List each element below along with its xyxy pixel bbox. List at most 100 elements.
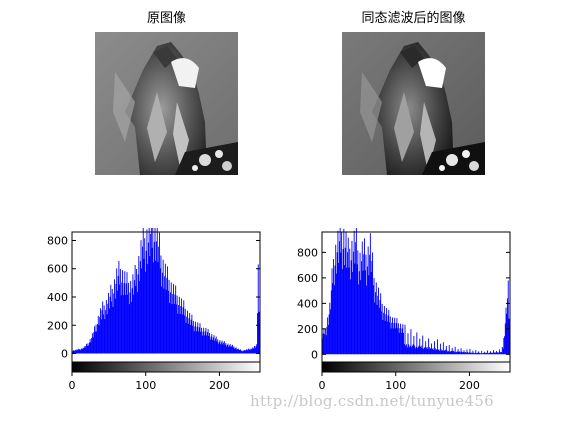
histogram-bar: [153, 262, 154, 354]
histogram-bar: [414, 345, 416, 355]
histogram-bar: [82, 349, 84, 354]
histogram-bar: [147, 242, 149, 354]
histogram-bar: [183, 300, 185, 354]
histogram-bar: [505, 307, 507, 355]
histogram-bar: [341, 232, 343, 355]
histogram-bar: [100, 319, 102, 354]
histogram-bar: [364, 238, 365, 355]
histogram-bar: [217, 339, 219, 354]
histogram-bar: [229, 345, 230, 354]
histogram-bar: [471, 353, 473, 355]
histogram-bar: [211, 334, 213, 354]
histogram-bar: [410, 329, 412, 355]
histogram-bar: [379, 300, 381, 355]
histogram-bar: [108, 308, 110, 354]
histogram-bar: [230, 346, 232, 354]
histogram-bar: [421, 348, 423, 355]
histogram-bar: [106, 314, 108, 354]
histogram-bar: [337, 230, 339, 355]
histogram-bar: [391, 322, 393, 355]
histogram-bar: [480, 353, 482, 355]
histogram-bar: [164, 263, 166, 354]
histogram-bar: [435, 349, 437, 355]
histogram-bar: [203, 327, 205, 354]
histogram-bar: [488, 352, 490, 355]
histogram-bar: [437, 350, 439, 355]
histogram-bar: [223, 342, 225, 354]
histogram-bar: [389, 316, 391, 355]
histogram-bar: [223, 341, 225, 354]
histogram-bar: [207, 329, 209, 354]
histogram-bar: [258, 311, 260, 354]
histogram-bar: [189, 312, 191, 354]
histogram-bar: [91, 338, 93, 354]
histogram-bar: [234, 348, 236, 354]
histogram-bar: [463, 350, 465, 355]
histogram-bar: [104, 319, 106, 354]
histogram-bar: [493, 350, 494, 355]
histogram-bar: [217, 343, 219, 354]
histogram-bar: [359, 252, 361, 355]
histogram-bar: [385, 314, 387, 355]
histogram-bar: [146, 229, 148, 354]
histogram-bar: [414, 348, 416, 355]
histogram-bar: [423, 349, 424, 355]
histogram-bar: [237, 348, 239, 354]
histogram-bar: [147, 264, 149, 354]
histogram-bar: [100, 308, 101, 354]
histogram-bar: [92, 337, 94, 354]
histogram-bar: [231, 344, 233, 354]
histogram-bar: [417, 348, 419, 355]
histogram-bar: [235, 347, 237, 354]
histogram-bar: [324, 328, 326, 355]
histogram-bar: [88, 342, 90, 354]
histogram-bar: [173, 284, 174, 354]
histogram-bar: [122, 270, 124, 354]
histogram-bar: [479, 352, 480, 355]
histogram-bar: [339, 228, 341, 355]
histogram-bar: [332, 283, 334, 355]
histogram-bar: [482, 353, 484, 355]
baseline-area: [322, 354, 510, 361]
histogram-bar: [194, 326, 196, 354]
histogram-bar: [150, 228, 152, 354]
histogram-bar: [481, 353, 483, 355]
histogram-bar: [406, 344, 407, 355]
histogram-bar: [397, 328, 399, 355]
histogram-bar: [136, 268, 138, 354]
histogram-bar: [445, 349, 447, 355]
histogram-bar: [469, 348, 471, 355]
histogram-bar: [455, 352, 457, 355]
histogram-bar: [226, 344, 228, 354]
histogram-bar: [374, 302, 376, 355]
histogram-bar: [348, 267, 350, 355]
histogram-bar: [363, 254, 365, 355]
histogram-bar: [182, 307, 184, 354]
histogram-bar: [118, 260, 120, 354]
histogram-bar: [116, 268, 118, 354]
histogram-bar: [179, 313, 181, 354]
histogram-bar: [484, 352, 486, 355]
histogram-bar: [444, 350, 446, 355]
histogram-bar: [198, 327, 200, 354]
histogram-bar: [111, 301, 112, 354]
histogram-bar: [168, 279, 170, 354]
histogram-bar: [423, 347, 425, 355]
histogram-bar: [465, 352, 466, 355]
histogram-bar: [112, 306, 114, 354]
histogram-bar: [90, 342, 92, 354]
histogram-bar: [134, 265, 136, 354]
histogram-bar: [457, 349, 459, 355]
histogram-bar: [214, 340, 216, 354]
histogram-bar: [453, 350, 455, 355]
histogram-bar: [441, 350, 443, 355]
histogram-bar: [354, 263, 356, 355]
y-tick-label: 200: [47, 319, 68, 332]
histogram-bar: [226, 346, 227, 354]
y-tick-label: 800: [47, 234, 68, 247]
histogram-bar: [215, 336, 217, 354]
histogram-bar: [492, 353, 494, 355]
histogram-bar: [87, 343, 89, 354]
histogram-bar: [376, 304, 378, 355]
histogram-bar: [350, 279, 351, 355]
